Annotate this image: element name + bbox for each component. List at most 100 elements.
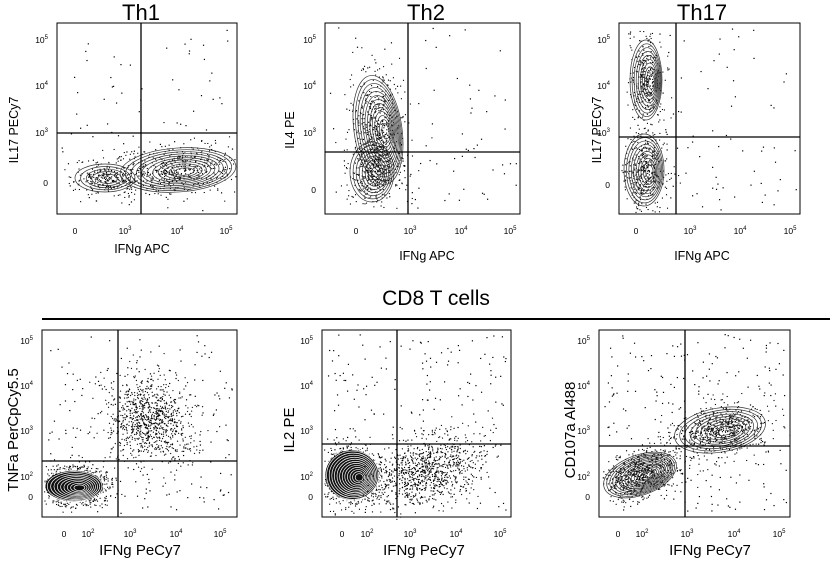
- event-dot: [130, 428, 133, 431]
- event-dot: [133, 400, 135, 402]
- event-dot: [194, 192, 197, 194]
- event-dot: [378, 166, 380, 168]
- event-dot: [146, 431, 148, 433]
- event-dot: [162, 383, 165, 386]
- event-dot: [148, 420, 150, 423]
- event-dot: [161, 398, 163, 401]
- event-dot: [634, 104, 636, 107]
- event-dot: [645, 186, 647, 188]
- event-dot: [635, 174, 637, 176]
- event-dot: [662, 71, 664, 73]
- event-dot: [632, 172, 634, 174]
- event-dot: [169, 370, 171, 372]
- event-dot: [476, 507, 479, 510]
- event-dot: [109, 486, 111, 488]
- event-dot: [78, 188, 80, 191]
- event-dot: [137, 414, 140, 417]
- event-dot: [134, 156, 136, 158]
- event-dot: [396, 166, 399, 168]
- event-dot: [179, 490, 181, 492]
- population-2: [335, 124, 420, 209]
- event-dot: [70, 468, 72, 470]
- event-dot: [86, 172, 88, 174]
- event-dot: [381, 197, 383, 199]
- event-dot: [95, 177, 97, 179]
- event-dot: [176, 440, 179, 442]
- y-tick-label: 0: [28, 492, 33, 502]
- event-dot: [649, 35, 651, 37]
- event-dot: [143, 407, 146, 409]
- event-dot: [133, 153, 135, 155]
- event-dot: [155, 416, 158, 418]
- event-dot: [137, 388, 140, 391]
- event-dot: [218, 425, 221, 428]
- event-dot: [656, 100, 658, 102]
- contour-line: [630, 144, 661, 198]
- event-dot: [64, 505, 66, 507]
- event-dot: [646, 162, 648, 165]
- event-dot: [650, 51, 652, 53]
- event-dot: [90, 187, 92, 189]
- event-dot: [74, 466, 77, 468]
- event-dot: [651, 105, 653, 107]
- event-dot: [659, 33, 661, 35]
- event-dot: [179, 444, 181, 446]
- event-dot: [647, 165, 649, 167]
- event-dot: [151, 437, 154, 440]
- event-dot: [376, 85, 379, 88]
- event-dot: [166, 415, 168, 418]
- event-dot: [175, 412, 178, 415]
- event-dot: [357, 179, 359, 181]
- event-dot: [122, 167, 125, 169]
- event-dot: [148, 410, 150, 412]
- event-dot: [134, 419, 136, 422]
- event-dot: [621, 170, 623, 172]
- event-dot: [211, 168, 213, 170]
- event-dot: [88, 173, 91, 175]
- event-dot: [387, 161, 389, 163]
- event-dot: [653, 154, 655, 156]
- event-dot: [479, 445, 481, 448]
- event-dot: [489, 363, 491, 365]
- event-dot: [384, 153, 386, 155]
- event-dot: [344, 94, 346, 96]
- event-dot: [361, 47, 363, 49]
- event-dot: [142, 166, 144, 168]
- event-dot: [149, 419, 152, 422]
- event-dot: [173, 141, 176, 143]
- event-dot: [370, 169, 372, 172]
- event-dot: [389, 196, 391, 198]
- event-dot: [142, 421, 145, 424]
- event-dot: [118, 157, 120, 159]
- event-dot: [174, 430, 177, 433]
- contour-line: [638, 154, 658, 188]
- event-dot: [127, 393, 130, 396]
- event-dot: [100, 474, 102, 476]
- event-dot: [626, 177, 628, 179]
- event-dot: [348, 195, 350, 197]
- event-dot: [490, 374, 492, 376]
- event-dot: [132, 168, 134, 170]
- event-dot: [663, 109, 665, 111]
- event-dot: [137, 386, 139, 389]
- event-dot: [156, 364, 159, 366]
- event-dot: [187, 464, 189, 466]
- event-dot: [665, 194, 668, 196]
- event-dot: [669, 178, 671, 181]
- event-dot: [87, 470, 89, 472]
- event-dot: [645, 76, 647, 78]
- event-dot: [119, 444, 121, 447]
- event-dot: [129, 401, 131, 403]
- event-dot: [164, 394, 166, 396]
- event-dot: [655, 54, 657, 56]
- event-dot: [167, 410, 170, 412]
- event-dot: [172, 429, 175, 431]
- event-dot: [160, 427, 163, 429]
- event-dot: [664, 160, 666, 162]
- event-dot: [374, 96, 376, 99]
- event-dot: [402, 115, 404, 118]
- event-dot: [381, 121, 383, 123]
- event-dot: [129, 412, 131, 414]
- event-dot: [226, 439, 228, 441]
- event-dot: [193, 452, 196, 455]
